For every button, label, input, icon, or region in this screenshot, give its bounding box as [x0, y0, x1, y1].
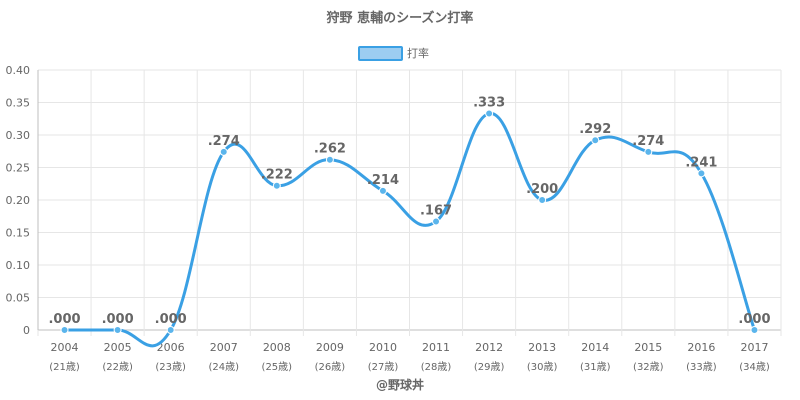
y-axis: 0 0.05 0.10 0.15 0.20 0.25 0.30 0.35 0.40 [6, 64, 31, 337]
x-tick-label: 2012 [475, 341, 503, 354]
x-tick-sublabel: (23歳) [155, 361, 186, 373]
data-point[interactable] [697, 169, 706, 178]
data-label: .214 [367, 173, 399, 188]
x-tick-label: 2004 [51, 341, 79, 354]
x-tick-label: 2017 [740, 341, 768, 354]
chart-title: 狩野 恵輔のシーズン打率 [327, 10, 474, 26]
credit-text: @野球丼 [376, 377, 424, 392]
data-label: .274 [208, 134, 240, 149]
x-tick-sublabel: (26歳) [315, 361, 346, 373]
legend-label[interactable]: 打率 [407, 46, 429, 60]
data-label: .000 [738, 312, 770, 327]
legend[interactable]: 打率 [358, 46, 429, 61]
data-label: .200 [526, 182, 558, 197]
data-label: .262 [314, 142, 346, 157]
y-tick-label: 0.15 [6, 227, 31, 240]
x-tick-sublabel: (30歳) [527, 361, 558, 373]
x-tick-sublabel: (22歳) [102, 361, 133, 373]
x-tick-sublabel: (31歳) [580, 361, 611, 373]
data-point[interactable] [538, 196, 547, 204]
x-tick-label: 2015 [634, 341, 662, 354]
y-tick-label: 0.40 [6, 64, 31, 77]
x-axis: 2004 (21歳) 2005 (22歳) 2006 (23歳) 2007 (24歳) 2008… [49, 341, 770, 373]
x-tick-sublabel: (34歳) [739, 361, 770, 373]
data-point[interactable] [644, 147, 653, 156]
x-tick-label: 2016 [687, 341, 715, 354]
data-point[interactable] [113, 326, 122, 334]
x-tick-sublabel: (21歳) [49, 361, 80, 373]
x-tick-label: 2013 [528, 341, 556, 354]
y-tick-label: 0.25 [6, 162, 31, 175]
y-tick-label: 0.20 [6, 194, 31, 207]
data-point[interactable] [591, 136, 600, 145]
data-point[interactable] [485, 109, 494, 118]
data-label: .222 [261, 168, 293, 183]
y-tick-label: 0.30 [6, 129, 31, 142]
y-tick-label: 0.05 [6, 292, 31, 305]
x-tick-sublabel: (25歳) [262, 361, 293, 373]
x-tick-sublabel: (24歳) [208, 361, 239, 373]
x-tick-sublabel: (33歳) [686, 361, 717, 373]
data-point[interactable] [60, 326, 69, 334]
y-tick-label: 0 [23, 324, 30, 337]
data-labels: .000 .000 .000 .274 .222 .262 .214 .167 .333 .200… [48, 96, 770, 327]
x-tick-label: 2006 [157, 341, 185, 354]
data-label: .241 [685, 155, 717, 170]
x-tick-label: 2009 [316, 341, 344, 354]
x-tick-label: 2007 [210, 341, 238, 354]
x-tick-sublabel: (29歳) [474, 361, 505, 373]
data-label: .167 [420, 203, 452, 218]
y-tick-label: 0.10 [6, 259, 31, 272]
data-label: .000 [48, 312, 80, 327]
data-point[interactable] [750, 326, 759, 334]
data-label: .292 [579, 122, 611, 137]
x-tick-label: 2014 [581, 341, 609, 354]
x-tick-label: 2010 [369, 341, 397, 354]
x-tick-label: 2008 [263, 341, 291, 354]
data-point[interactable] [219, 147, 228, 156]
data-label: .274 [632, 134, 664, 149]
data-label: .333 [473, 96, 505, 111]
data-point[interactable] [378, 186, 387, 195]
x-tick-sublabel: (32歳) [633, 361, 664, 373]
legend-swatch[interactable] [358, 46, 403, 61]
x-tick-sublabel: (28歳) [421, 361, 452, 373]
data-point[interactable] [325, 155, 334, 164]
data-point[interactable] [166, 326, 175, 334]
grid [37, 69, 782, 336]
x-tick-sublabel: (27歳) [368, 361, 399, 373]
y-tick-label: 0.35 [6, 97, 31, 110]
data-label: .000 [102, 312, 134, 327]
data-point[interactable] [272, 181, 281, 190]
x-tick-label: 2005 [104, 341, 132, 354]
x-tick-label: 2011 [422, 341, 450, 354]
data-points [60, 109, 759, 334]
data-point[interactable] [432, 217, 441, 226]
data-label: .000 [155, 312, 187, 327]
